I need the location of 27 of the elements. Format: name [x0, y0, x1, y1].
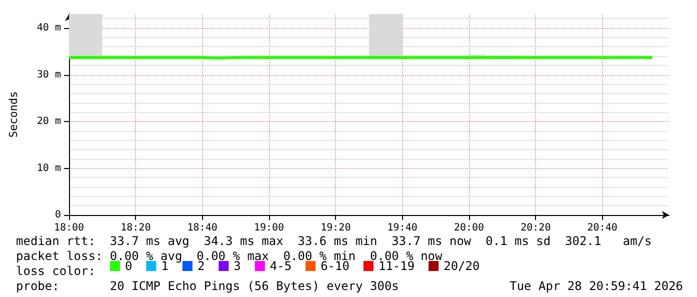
legend-label: 4-5 — [270, 259, 292, 273]
x-tick-label: 20:40 — [587, 222, 618, 234]
x-tick-label: 20:20 — [520, 222, 551, 234]
y-tick-label: 40 m — [36, 22, 61, 34]
legend-label: 3 — [234, 259, 241, 273]
y-tick-label: 0 — [54, 210, 61, 220]
y-tick-label: 10 m — [36, 162, 61, 174]
legend-label: 0 — [125, 259, 132, 273]
legend-label: 2 — [197, 259, 205, 273]
legend-label: 1 — [161, 259, 168, 273]
x-tick-label: 20:00 — [454, 222, 484, 234]
text: probe: 20 ICMP Echo Pings (56 Bytes) every 300s — [16, 279, 399, 294]
y-tick-label: 20 m — [36, 116, 61, 128]
x-tick-label: 18:00 — [54, 222, 84, 234]
y-axis-title: Seconds — [7, 91, 20, 138]
x-tick-label: 18:40 — [187, 222, 218, 234]
x-tick-label: 19:40 — [387, 222, 418, 234]
legend-label: 11-19 — [378, 259, 415, 273]
x-tick-label: 18:20 — [120, 222, 151, 234]
y-tick-label: 30 m — [36, 69, 61, 80]
text: median rtt: 33.7 ms avg 34.3 ms max 33.6 ms min 33.7 ms now 0.1 ms sd 302.1 am/s — [16, 234, 652, 249]
text: Tue Apr 28 20:59:41 2026 — [510, 279, 683, 294]
legend-label: 20/20 — [444, 259, 480, 273]
x-tick-label: 19:00 — [254, 222, 284, 234]
x-tick-label: 19:20 — [320, 222, 351, 234]
legend-label: 6-10 — [320, 259, 350, 273]
text: loss color: — [16, 264, 96, 279]
